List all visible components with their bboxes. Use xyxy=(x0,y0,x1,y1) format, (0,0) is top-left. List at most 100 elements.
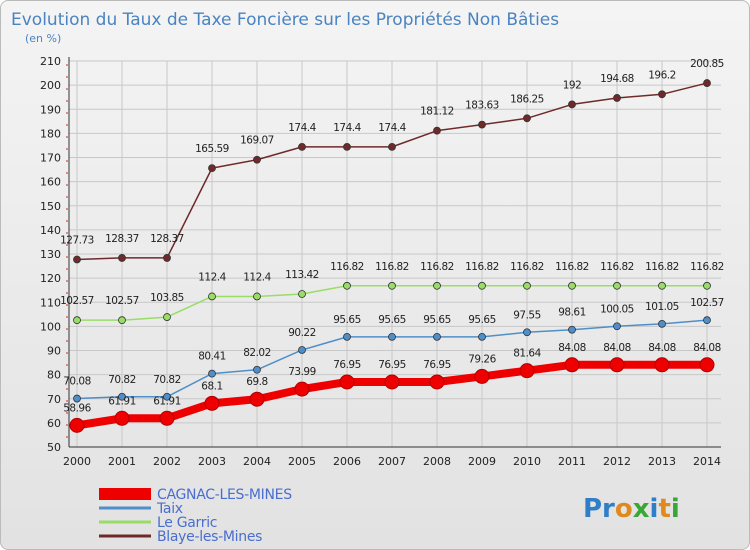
y-tick-label: 70 xyxy=(47,393,61,406)
data-point xyxy=(523,281,531,290)
data-label: 200.85 xyxy=(690,58,724,70)
x-tick-label: 2004 xyxy=(243,455,271,468)
y-tick-label: 180 xyxy=(40,127,61,140)
data-point xyxy=(703,79,711,87)
data-label: 174.4 xyxy=(288,122,316,134)
data-point xyxy=(339,374,355,390)
data-point xyxy=(204,395,220,411)
data-point xyxy=(564,357,580,373)
data-label: 186.25 xyxy=(510,93,544,105)
data-label: 116.82 xyxy=(645,261,679,273)
y-tick-label: 100 xyxy=(40,320,61,333)
data-point xyxy=(523,114,531,123)
x-tick-label: 2012 xyxy=(603,455,631,468)
data-label: 84.08 xyxy=(648,342,676,354)
data-point xyxy=(384,374,400,390)
data-label: 70.82 xyxy=(153,374,181,386)
data-label: 58.96 xyxy=(63,402,91,414)
data-label: 73.99 xyxy=(288,366,316,378)
data-point xyxy=(114,410,130,426)
data-label: 165.59 xyxy=(195,143,229,155)
data-point xyxy=(208,292,216,301)
data-label: 84.08 xyxy=(693,342,721,354)
data-label: 95.65 xyxy=(423,314,451,326)
data-label: 76.95 xyxy=(333,359,361,371)
data-label: 76.95 xyxy=(423,359,451,371)
data-point xyxy=(478,281,486,290)
data-point xyxy=(298,142,306,151)
data-point xyxy=(73,394,81,403)
data-label: 181.12 xyxy=(420,106,454,118)
data-point xyxy=(253,292,261,301)
data-point xyxy=(703,316,711,325)
legend-label: Taix xyxy=(156,501,183,517)
data-label: 174.4 xyxy=(378,122,406,134)
data-point xyxy=(388,332,396,341)
y-tick-label: 140 xyxy=(40,224,61,237)
data-label: 95.65 xyxy=(468,314,496,326)
data-point xyxy=(523,328,531,337)
data-label: 116.82 xyxy=(690,261,724,273)
data-label: 95.65 xyxy=(333,314,361,326)
data-point xyxy=(388,281,396,290)
y-tick-label: 110 xyxy=(40,296,61,309)
data-label: 192 xyxy=(563,79,582,91)
data-point xyxy=(478,332,486,341)
x-tick-label: 2000 xyxy=(63,455,91,468)
data-point xyxy=(478,120,486,129)
data-label: 112.4 xyxy=(198,271,226,283)
axes-layer: 50 60 70 80 90 100 110 120 130 140 150 160 170 180 190… xyxy=(40,55,721,468)
x-tick-label: 2005 xyxy=(288,455,316,468)
data-label: 79.26 xyxy=(468,353,496,365)
data-label: 128.37 xyxy=(150,233,184,245)
data-point xyxy=(118,316,126,325)
x-tick-label: 2002 xyxy=(153,455,181,468)
data-point xyxy=(519,363,535,379)
legend-swatch xyxy=(99,488,151,500)
data-label: 116.82 xyxy=(600,261,634,273)
data-point xyxy=(429,374,445,390)
y-tick-label: 80 xyxy=(47,369,61,382)
x-tick-label: 2014 xyxy=(693,455,721,468)
data-label: 103.85 xyxy=(150,292,184,304)
data-point xyxy=(73,316,81,325)
data-label: 116.82 xyxy=(465,261,499,273)
data-label: 128.37 xyxy=(105,233,139,245)
data-label: 80.41 xyxy=(198,351,226,363)
data-point xyxy=(609,357,625,373)
data-label: 102.57 xyxy=(60,295,94,307)
data-label: 76.95 xyxy=(378,359,406,371)
data-point xyxy=(253,155,261,164)
data-point xyxy=(699,357,715,373)
y-tick-label: 90 xyxy=(47,345,61,358)
data-label: 102.57 xyxy=(105,295,139,307)
y-tick-label: 150 xyxy=(40,200,61,213)
data-label: 61.91 xyxy=(153,395,181,407)
data-point xyxy=(249,391,265,407)
data-label: 100.05 xyxy=(600,303,634,315)
data-point xyxy=(703,281,711,290)
data-point xyxy=(613,94,621,102)
grid-layer xyxy=(69,60,721,448)
data-point xyxy=(298,290,306,298)
data-point xyxy=(69,417,85,433)
data-point xyxy=(343,142,351,151)
data-label: 84.08 xyxy=(603,342,631,354)
data-label: 70.08 xyxy=(63,376,91,388)
data-label: 70.82 xyxy=(108,374,136,386)
data-label: 82.02 xyxy=(243,347,271,359)
y-tick-label: 60 xyxy=(47,417,61,430)
y-tick-label: 190 xyxy=(40,103,61,116)
data-labels-layer: 127.73 128.37 128.37 165.59 169.07 174.4 174.4… xyxy=(60,58,724,414)
data-point xyxy=(343,281,351,290)
data-label: 116.82 xyxy=(555,261,589,273)
data-label: 90.22 xyxy=(288,327,316,339)
data-point xyxy=(118,254,126,262)
data-label: 116.82 xyxy=(375,261,409,273)
x-tick-label: 2007 xyxy=(378,455,406,468)
data-point xyxy=(474,368,490,384)
data-point xyxy=(654,357,670,373)
